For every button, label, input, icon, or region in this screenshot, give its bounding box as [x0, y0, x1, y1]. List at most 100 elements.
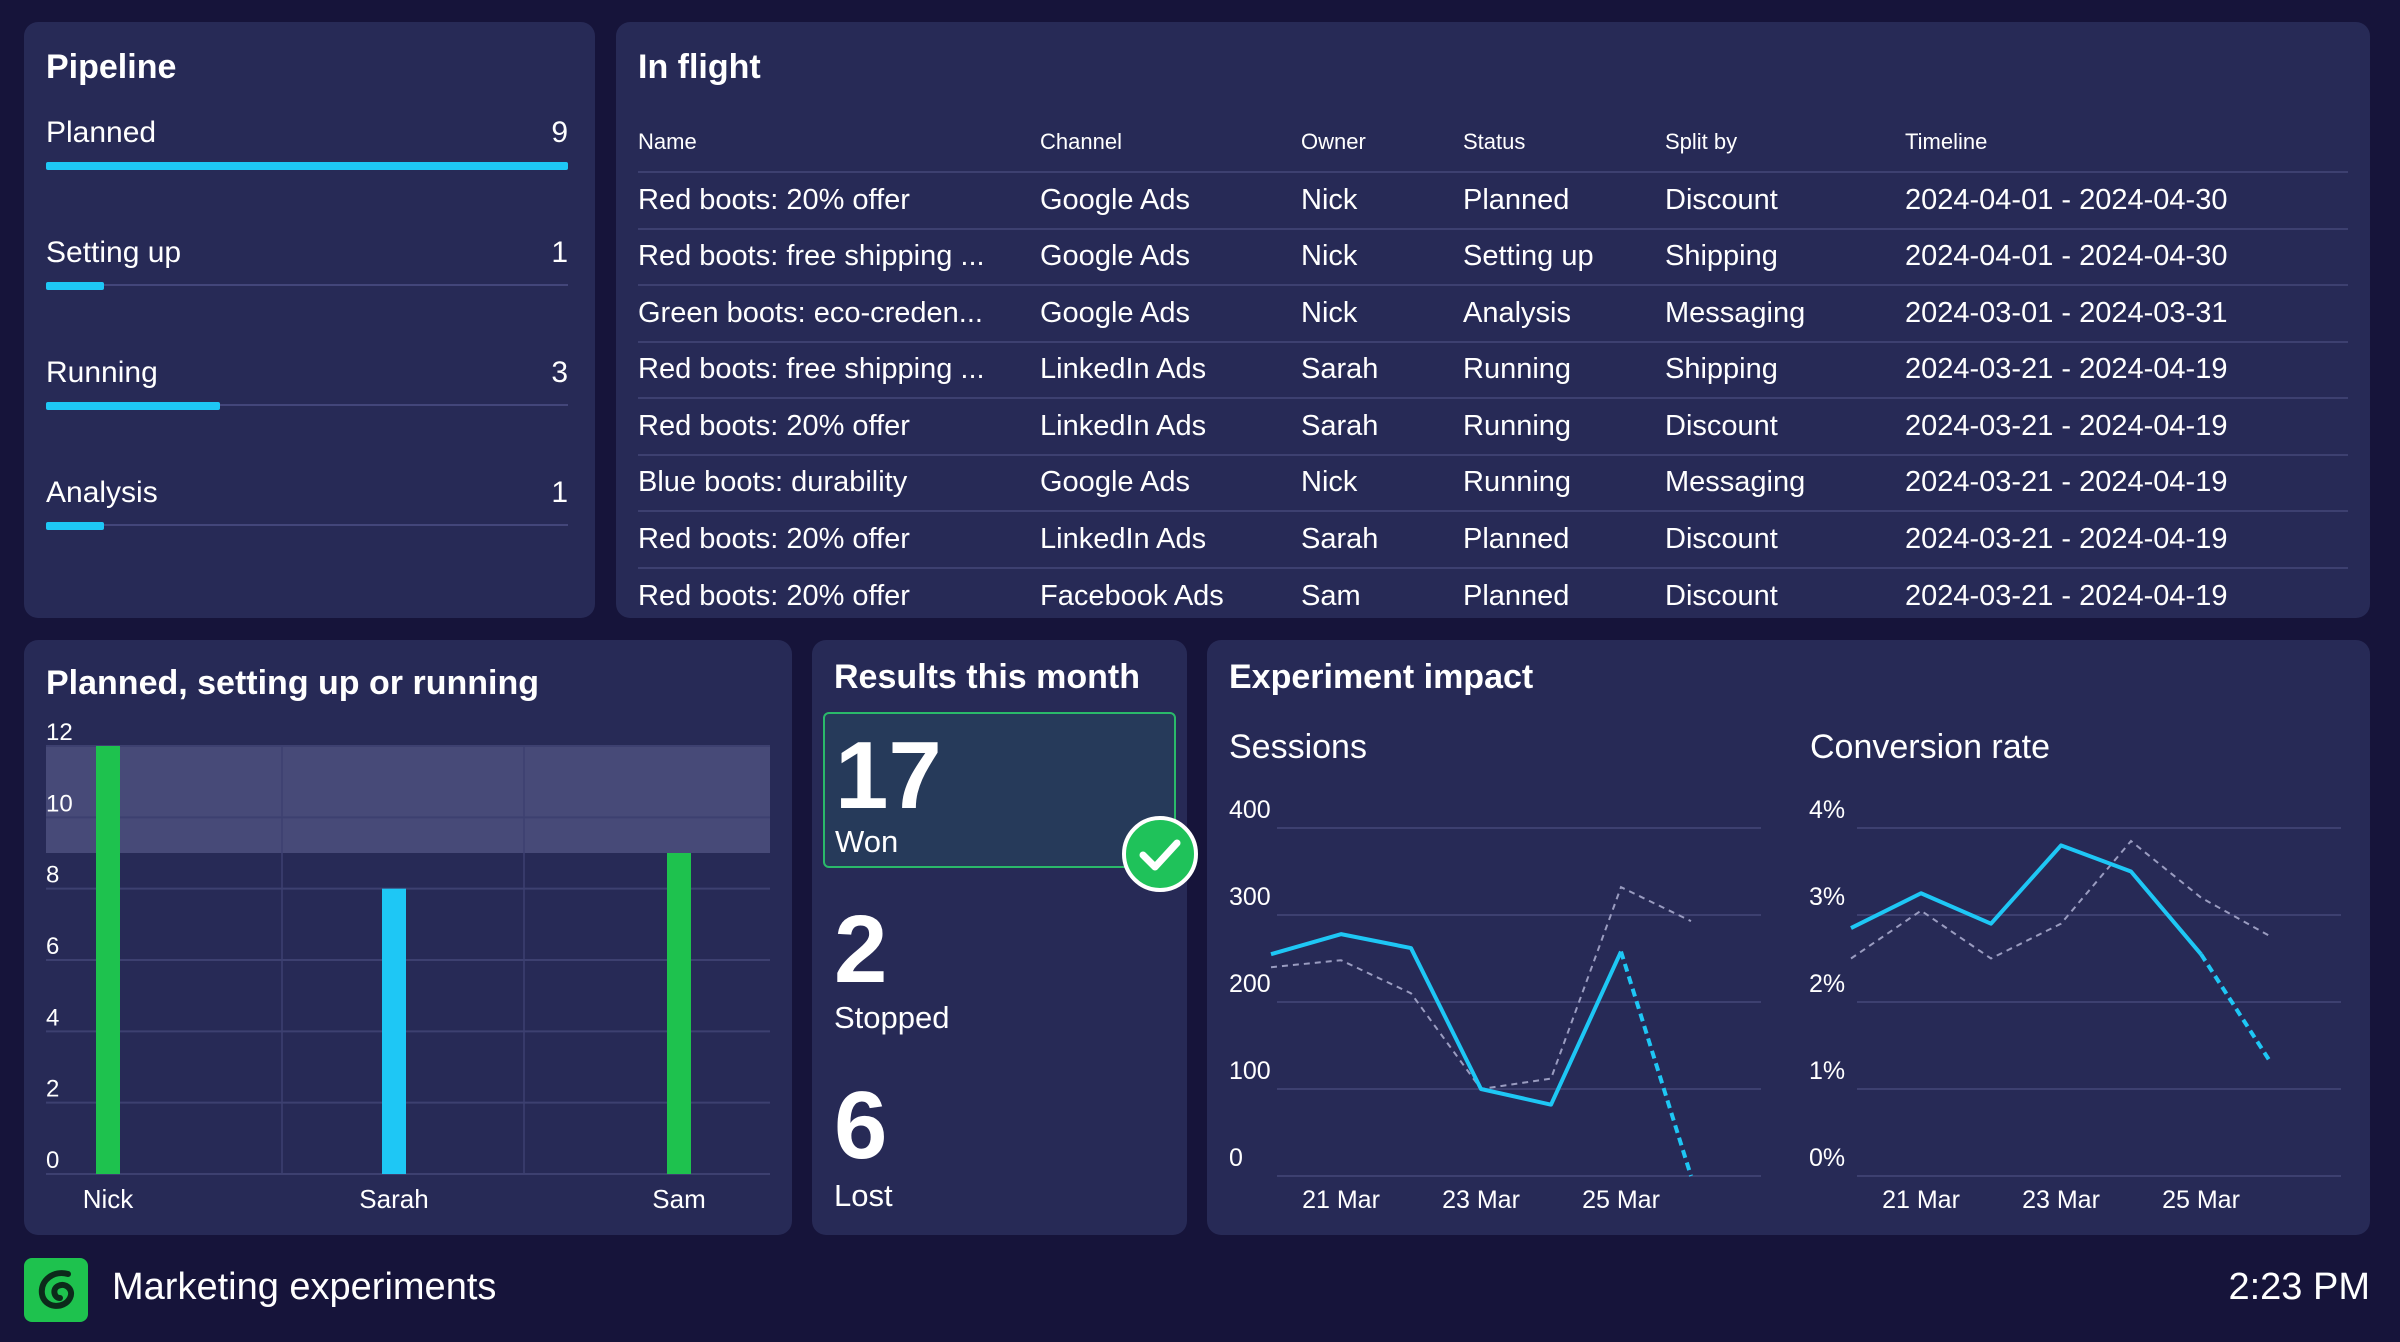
table-cell: Red boots: 20% offer: [638, 579, 910, 612]
comparison-series-line: [1270, 885, 1692, 1091]
table-header-row: Name Channel Owner Status Split by Timeline: [638, 112, 2348, 173]
table-cell: Messaging: [1665, 454, 1905, 512]
table-cell: Red boots: free shipping ...: [638, 228, 1040, 286]
table-cell: Red boots: free shipping ...: [638, 341, 1040, 399]
table-cell: Google Ads: [1040, 228, 1301, 286]
table-cell: 2024-03-21 - 2024-04-19: [1905, 511, 2348, 569]
y-tick-label: 2%: [1809, 970, 1845, 998]
table-row[interactable]: Green boots: eco-creden... Google Ads Nick…: [638, 285, 2348, 343]
x-tick-label: Nick: [83, 1184, 135, 1214]
y-tick-label: 300: [1229, 883, 1271, 911]
pipeline-item-bar: [46, 282, 104, 290]
y-tick-label: 1%: [1809, 1057, 1845, 1085]
table-cell: Running: [1463, 341, 1665, 399]
x-tick-label: 21 Mar: [1882, 1186, 1960, 1214]
y-tick-label: 0%: [1809, 1144, 1845, 1172]
table-cell: Green boots: eco-creden...: [638, 285, 1040, 343]
table-cell: 2024-03-21 - 2024-04-19: [1905, 398, 2348, 456]
sessions-line-chart: 0 100 200 300 400 21 Mar 23 Mar 25 Mar: [1229, 796, 1761, 1214]
pipeline-item-label: Planned: [46, 116, 157, 149]
table-cell: LinkedIn Ads: [1040, 398, 1301, 456]
comparison-series-line: [1850, 839, 2272, 960]
table-cell: Planned: [1463, 511, 1665, 569]
table-cell: Running: [1463, 398, 1665, 456]
pipeline-item-bar: [46, 522, 104, 530]
clock: 2:23 PM: [2228, 1266, 2370, 1308]
table-row[interactable]: Red boots: free shipping ... Google Ads Ni…: [638, 228, 2348, 286]
table-cell: Google Ads: [1040, 454, 1301, 512]
y-tick-label: 3%: [1809, 883, 1845, 911]
y-tick-label: 2: [46, 1076, 59, 1103]
column-header: Name: [638, 112, 1040, 173]
planned-chart-panel: Planned, setting up or running 0 2 4 6 8 10 12…: [24, 640, 792, 1235]
x-tick-label: 23 Mar: [2022, 1186, 2100, 1214]
table-cell: Analysis: [1463, 285, 1665, 343]
table-cell: Running: [1463, 454, 1665, 512]
column-header: Status: [1463, 112, 1665, 173]
table-cell: Discount: [1665, 511, 1905, 569]
bar: [96, 746, 120, 1174]
y-tick-label: 0: [1229, 1144, 1243, 1172]
y-tick-label: 6: [46, 933, 59, 960]
conversion-rate-title: Conversion rate: [1810, 728, 2051, 766]
table-cell: 2024-03-01 - 2024-03-31: [1905, 285, 2348, 343]
pipeline-item-label: Analysis: [46, 476, 158, 509]
bar: [667, 853, 691, 1174]
table-cell: Nick: [1301, 285, 1463, 343]
table-row[interactable]: Red boots: 20% offer Facebook Ads Sam Plann…: [638, 568, 2348, 625]
table-cell: Planned: [1463, 579, 1570, 612]
pipeline-item-track: [46, 284, 568, 286]
table-cell: Sam: [1301, 579, 1361, 612]
table-cell: Sarah: [1301, 341, 1463, 399]
table-cell: 2024-03-21 - 2024-04-19: [1905, 579, 2228, 612]
main-series-line: [1850, 843, 2203, 956]
table-cell: Discount: [1665, 398, 1905, 456]
x-tick-label: 25 Mar: [2162, 1186, 2240, 1214]
table-cell: Red boots: 20% offer: [638, 172, 1040, 230]
y-tick-label: 400: [1229, 796, 1271, 824]
lost-count: 6: [834, 1072, 888, 1179]
stopped-label: Stopped: [834, 1000, 950, 1035]
table-cell: Sarah: [1301, 398, 1463, 456]
pipeline-item-track: [46, 404, 568, 406]
table-cell: Google Ads: [1040, 285, 1301, 343]
column-header: Split by: [1665, 112, 1905, 173]
highlight-band: [46, 746, 770, 853]
app-title: Marketing experiments: [112, 1266, 497, 1308]
table-row[interactable]: Red boots: 20% offer LinkedIn Ads Sarah Pla…: [638, 511, 2348, 569]
in-flight-table: Name Channel Owner Status Split by Timeline R…: [638, 112, 2348, 624]
table-row[interactable]: Red boots: free shipping ... LinkedIn Ads…: [638, 341, 2348, 399]
table-row[interactable]: Red boots: 20% offer LinkedIn Ads Sarah Run…: [638, 398, 2348, 456]
column-header: Owner: [1301, 112, 1463, 173]
x-tick-label: 21 Mar: [1302, 1186, 1380, 1214]
table-cell: Shipping: [1665, 228, 1905, 286]
table-row[interactable]: Blue boots: durability Google Ads Nick Runn…: [638, 454, 2348, 512]
pipeline-item: Setting up 1: [46, 236, 568, 296]
table-cell: 2024-03-21 - 2024-04-19: [1905, 454, 2348, 512]
table-cell: 2024-04-01 - 2024-04-30: [1905, 172, 2348, 230]
table-cell: 2024-04-01 - 2024-04-30: [1905, 228, 2348, 286]
table-cell: Google Ads: [1040, 172, 1301, 230]
in-flight-title: In flight: [638, 48, 761, 86]
pipeline-item-track: [46, 524, 568, 526]
x-tick-label: Sarah: [359, 1184, 428, 1214]
lost-label: Lost: [834, 1178, 893, 1213]
y-tick-label: 4%: [1809, 796, 1845, 824]
table-cell: Blue boots: durability: [638, 454, 1040, 512]
table-cell: Red boots: 20% offer: [638, 511, 1040, 569]
pipeline-item-count: 1: [551, 476, 568, 509]
won-count: 17: [835, 722, 942, 829]
y-tick-label: 0: [46, 1147, 59, 1174]
main-series-line: [1270, 932, 1623, 1107]
pipeline-item-bar: [46, 402, 220, 410]
table-cell: Discount: [1665, 172, 1905, 230]
pipeline-item: Running 3: [46, 356, 568, 416]
table-cell: Red boots: 20% offer: [638, 398, 1040, 456]
table-cell: Discount: [1665, 579, 1778, 612]
table-row[interactable]: Red boots: 20% offer Google Ads Nick Planne…: [638, 172, 2348, 230]
table-cell: LinkedIn Ads: [1040, 341, 1301, 399]
pipeline-item: Analysis 1: [46, 476, 568, 536]
pipeline-item-label: Running: [46, 356, 158, 389]
planned-chart-title: Planned, setting up or running: [46, 664, 539, 702]
table-cell: LinkedIn Ads: [1040, 511, 1301, 569]
